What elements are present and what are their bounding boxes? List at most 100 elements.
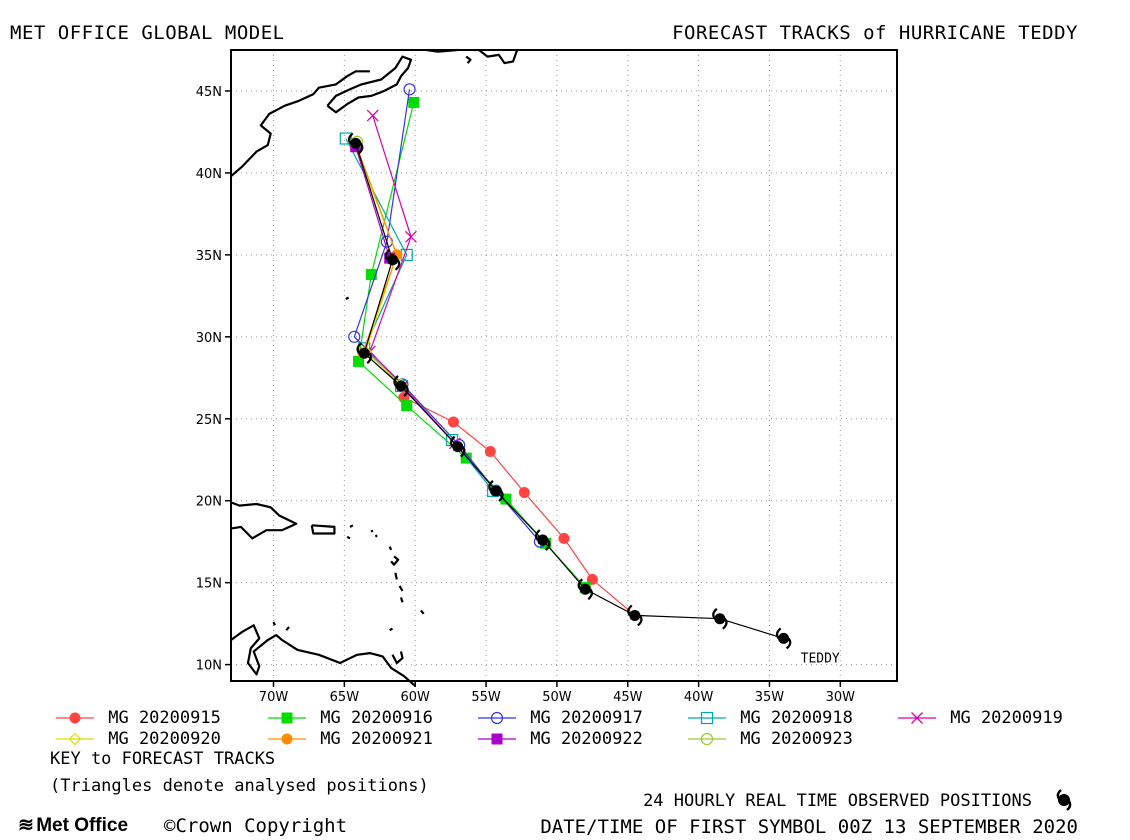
symbol-arm xyxy=(356,342,362,354)
plot-frame xyxy=(230,49,898,682)
coastline-segment xyxy=(388,546,393,551)
legend-item: MG 20200922 xyxy=(474,729,643,749)
observed-point xyxy=(452,441,464,453)
observed-point xyxy=(537,534,549,546)
track-point xyxy=(500,493,512,505)
symbol-arm xyxy=(577,578,583,590)
track-point xyxy=(484,446,496,458)
legend-item: MG 20200921 xyxy=(264,729,433,749)
triangle-note: (Triangles denote analysed positions) xyxy=(50,776,429,796)
model-title: MET OFFICE GLOBAL MODEL xyxy=(10,22,285,44)
key-title: KEY to FORECAST TRACKS xyxy=(50,749,276,769)
legend-marker xyxy=(491,733,503,745)
legend-swatch xyxy=(688,711,726,725)
symbol-arm xyxy=(459,445,466,458)
copyright-text: Crown Copyright xyxy=(175,815,348,837)
legend-swatch xyxy=(268,733,306,745)
coastline-segment xyxy=(310,524,336,535)
observed-track: TEDDY xyxy=(348,132,840,666)
legend-swatch xyxy=(688,732,726,746)
forecast-tracks xyxy=(339,83,640,620)
hurricane-symbol-icon xyxy=(627,604,643,627)
observed-point xyxy=(395,380,407,392)
symbol-arm xyxy=(712,607,718,620)
coastline-segment xyxy=(326,55,413,114)
track-point xyxy=(353,355,365,367)
legend-marker xyxy=(281,733,293,745)
coastline-segment xyxy=(345,296,350,301)
coastline-segment xyxy=(394,572,398,580)
hurricane-symbol-icon xyxy=(393,375,409,397)
legend-marker xyxy=(281,712,293,724)
legend-marker xyxy=(911,712,923,724)
coastline-segment xyxy=(398,585,404,592)
symbol-arm xyxy=(722,618,728,630)
track-point xyxy=(558,532,570,544)
legend-label: MG 20200922 xyxy=(520,729,643,749)
legend-label: MG 20200923 xyxy=(730,729,853,749)
coastline-segment xyxy=(230,624,416,687)
symbol-arm xyxy=(587,588,593,601)
hurricane-symbol-icon xyxy=(348,132,364,155)
symbol-arm xyxy=(535,529,541,541)
legend-swatch xyxy=(268,712,306,724)
legend-label: MG 20200915 xyxy=(98,708,221,728)
coastline-segment xyxy=(272,621,276,626)
legend-item: MG 20200923 xyxy=(684,729,853,749)
symbol-arm xyxy=(357,142,364,155)
map-grid xyxy=(231,50,897,681)
x-tick-label: 45W xyxy=(613,690,643,705)
legend-label: MG 20200917 xyxy=(520,708,643,728)
legend-item: MG 20200917 xyxy=(474,708,643,728)
symbol-arm xyxy=(384,248,391,261)
x-tick-label: 65W xyxy=(330,690,360,705)
legend-swatch xyxy=(898,712,936,724)
x-tick-label: 30W xyxy=(826,690,856,705)
symbol-arm xyxy=(775,627,782,640)
coastline-segment xyxy=(391,651,404,665)
y-tick-label: 30N xyxy=(196,331,222,346)
x-tick-label: 55W xyxy=(471,690,501,705)
hurricane-symbol-icon xyxy=(488,480,504,502)
y-tick-label: 35N xyxy=(196,249,222,264)
storm-label: TEDDY xyxy=(801,651,840,666)
chart-title: FORECAST TRACKS of HURRICANE TEDDY xyxy=(672,22,1078,44)
coastline-segment xyxy=(230,501,298,540)
coastline-segment xyxy=(285,626,290,631)
legend-marker xyxy=(700,711,714,725)
symbol-arm xyxy=(627,604,633,617)
legend-marker xyxy=(490,711,504,725)
symbol-arm xyxy=(394,259,401,271)
axis-ticks: 70W 65W 60W 55W 50W 45W 40W 35W 30W 10N 15N 20N 25N 3… xyxy=(196,85,855,705)
legend-label: MG 20200918 xyxy=(730,708,853,728)
observed-point xyxy=(350,137,362,149)
track-point xyxy=(339,132,352,145)
copyright: ©Crown Copyright xyxy=(164,815,347,837)
track-point xyxy=(408,96,420,108)
hurricane-symbol-icon xyxy=(1056,789,1072,811)
coastline-segment xyxy=(230,70,370,178)
y-tick-label: 20N xyxy=(196,495,222,510)
hurricane-symbol-icon xyxy=(450,435,466,458)
legend-swatch xyxy=(478,711,516,725)
legend-swatch xyxy=(56,732,94,746)
coastline xyxy=(230,48,519,687)
symbol-arm xyxy=(545,539,551,551)
y-tick-label: 25N xyxy=(196,413,222,428)
observed-point xyxy=(778,632,790,644)
symbol-arm xyxy=(637,614,643,627)
observed-point xyxy=(629,609,641,621)
legend-label: MG 20200916 xyxy=(310,708,433,728)
legend-marker xyxy=(68,732,82,746)
track-point xyxy=(348,330,361,343)
wave-icon: ≋ xyxy=(18,815,34,836)
coastline-segment xyxy=(346,535,351,540)
symbol-arm xyxy=(393,375,399,387)
coastline-segment xyxy=(370,529,374,533)
track-mg-20200915 xyxy=(398,391,640,620)
coastline-segment xyxy=(389,627,394,632)
coastline-segment xyxy=(478,49,519,65)
legend-swatch xyxy=(478,733,516,745)
symbol-arm xyxy=(498,490,504,502)
